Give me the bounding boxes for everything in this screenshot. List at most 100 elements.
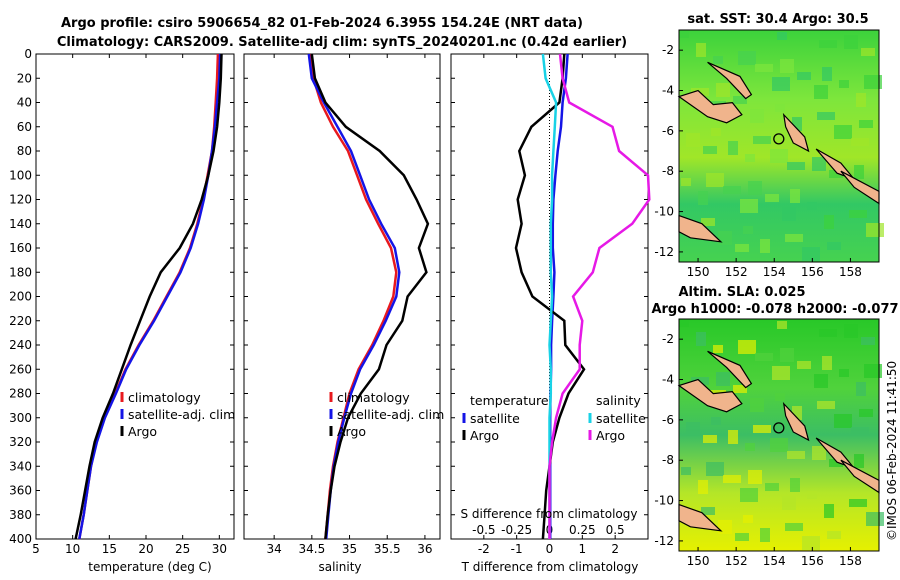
x-tick-label: -2	[478, 542, 490, 556]
map-cell	[760, 528, 770, 542]
x-tick-label: 35.5	[374, 542, 401, 556]
map-cell	[716, 83, 730, 97]
map-cell	[822, 356, 832, 370]
map-cell	[802, 247, 820, 261]
y-tick-label: 300	[9, 411, 32, 425]
map-cell	[748, 470, 762, 484]
map-cell	[775, 104, 785, 112]
map-cell	[681, 467, 691, 475]
map-cell	[706, 173, 724, 187]
map-cell	[772, 366, 790, 380]
map-x-tick-label: 158	[839, 554, 862, 568]
map-cell	[851, 138, 869, 146]
map-cell	[822, 67, 832, 81]
y-tick-label: 80	[17, 144, 32, 158]
y-tick-label: 280	[9, 387, 32, 401]
map-y-tick-label: -8	[662, 453, 674, 467]
map-cell	[849, 499, 867, 507]
map-cell	[701, 218, 715, 226]
map-cell	[743, 226, 753, 234]
map-cell	[780, 59, 794, 73]
difference-xlabel-top: S difference from climatology	[461, 507, 638, 521]
legend-label: Argo	[470, 428, 499, 443]
map-cell	[681, 178, 691, 186]
map-cell	[770, 149, 788, 163]
map-cell	[703, 146, 717, 154]
title-line-2: Climatology: CARS2009. Satellite-adj cli…	[57, 35, 627, 50]
legend-label: satellite	[596, 411, 646, 426]
map-cell	[765, 483, 779, 491]
y-tick-label: 20	[17, 71, 32, 85]
sla-map-panel: 150 152 154 156 158 -2 -4 -6 -8 -10 -12	[654, 318, 884, 568]
x-tick-label-top: 0.5	[606, 523, 625, 537]
map-cell	[866, 512, 884, 526]
legend-label: climatology	[128, 390, 201, 405]
map-cell	[854, 165, 864, 179]
legend-label: satellite-adj. clim	[337, 407, 444, 422]
map-cell	[866, 223, 884, 237]
map-cell	[780, 348, 794, 362]
y-tick-label: 0	[24, 47, 32, 61]
map-cell	[827, 242, 841, 250]
argo-float-marker	[773, 422, 785, 434]
x-tick-label: 25	[175, 542, 190, 556]
map-cell	[696, 332, 706, 346]
map-cell	[698, 191, 708, 205]
map-cell	[807, 491, 817, 499]
map-cell	[777, 321, 787, 329]
map-cell	[812, 446, 826, 460]
map-cell	[861, 337, 875, 345]
map-cell	[698, 480, 708, 494]
map-cell	[703, 435, 717, 443]
x-tick-label: 34.5	[298, 542, 325, 556]
map-cell	[814, 374, 828, 388]
argo-float-marker	[773, 133, 785, 145]
map-cell	[755, 353, 773, 361]
map-x-tick-label: 150	[687, 265, 710, 279]
map-cell	[728, 141, 738, 155]
map-cell	[785, 523, 803, 531]
map-cell	[864, 364, 882, 378]
map-cell	[782, 207, 796, 221]
map-y-tick-label: -6	[662, 124, 674, 138]
difference-panel: -2 -1 0 1 2-0.5 -0.25 0 0.25 0.5temperaturesatel…	[450, 53, 651, 556]
land-new-ireland	[707, 61, 753, 100]
map-cell	[792, 117, 802, 131]
map-cell	[844, 35, 858, 49]
map-cell	[834, 125, 852, 139]
map-cell	[738, 340, 756, 354]
y-tick-label: 380	[9, 508, 32, 522]
sla-map-title-1: Altim. SLA: 0.025	[679, 285, 806, 300]
map-cell	[782, 496, 796, 510]
map-x-tick-label: 158	[839, 265, 862, 279]
map-cell	[834, 414, 852, 428]
x-tick-label: 2	[611, 542, 619, 556]
difference-xlabel: T difference from climatology	[461, 560, 639, 574]
map-cell	[817, 401, 835, 409]
map-cell	[777, 32, 787, 40]
map-cell	[797, 361, 811, 369]
map-cell	[787, 162, 805, 170]
y-tick-label: 360	[9, 484, 32, 498]
map-cell	[812, 157, 826, 171]
map-cell	[787, 451, 805, 459]
map-x-tick-label: 152	[725, 265, 748, 279]
land-new-ireland	[707, 350, 753, 389]
map-x-tick-label: 156	[801, 554, 824, 568]
map-y-tick-label: -8	[662, 164, 674, 178]
map-cell	[755, 64, 773, 72]
map-cell	[753, 425, 771, 433]
map-cell	[829, 170, 843, 178]
map-cell	[743, 515, 753, 523]
map-cell	[706, 462, 724, 476]
title-line-1: Argo profile: csiro 5906654_82 01-Feb-20…	[61, 16, 583, 31]
map-cell	[839, 369, 849, 377]
map-x-tick-label: 154	[763, 265, 786, 279]
sla-map-title-2: Argo h1000: -0.078 h2000: -0.077	[651, 302, 898, 317]
land-bougainville	[782, 112, 810, 153]
map-cell	[718, 231, 732, 245]
salinity-panel: 34 34.5 35 35.5 36 climatology satellite-adj. …	[243, 53, 444, 556]
map-cell	[792, 406, 802, 420]
sst-map-panel: 150 152 154 156 158 -2 -4 -6 -8 -10 -12	[654, 29, 884, 279]
